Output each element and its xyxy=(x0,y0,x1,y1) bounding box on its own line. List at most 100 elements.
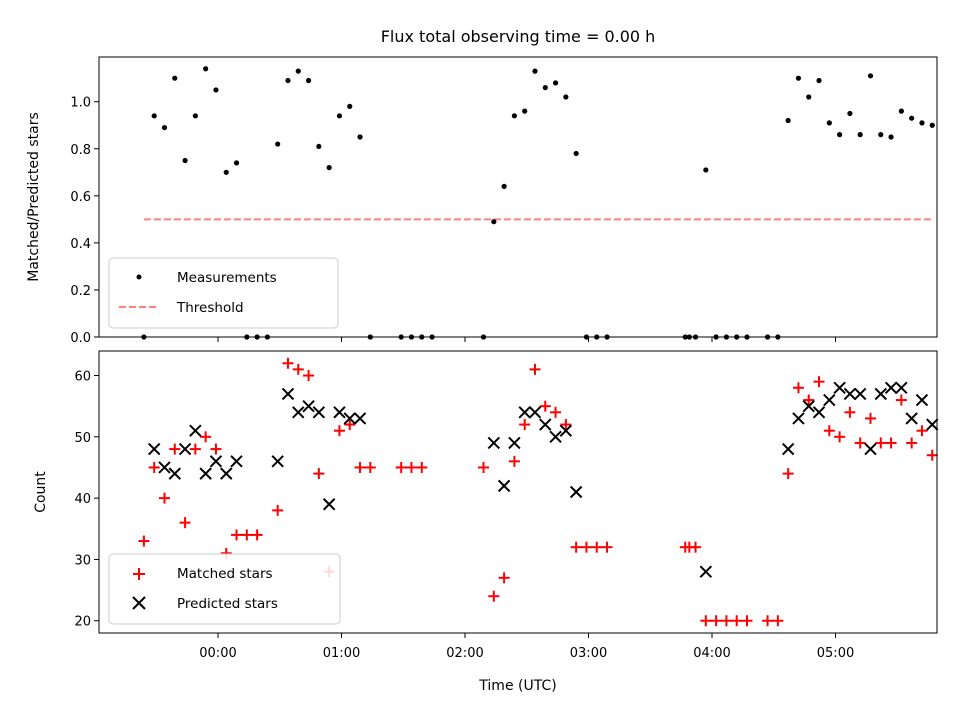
legend-matched-label: Matched stars xyxy=(177,566,273,582)
x-axis-label: Time (UTC) xyxy=(478,678,556,694)
measurement-point xyxy=(285,77,291,84)
x-stroke xyxy=(895,381,908,394)
legend-measurements-label: Measurements xyxy=(177,270,277,286)
count-legend-box xyxy=(108,553,341,625)
x-tick-label: 01:00 xyxy=(323,646,360,661)
measurement-point xyxy=(857,132,863,138)
y-tick-label: 0.0 xyxy=(70,331,91,346)
matched-star-point xyxy=(251,529,263,541)
matched-star-point xyxy=(478,461,490,473)
ratio-legend: Measurements Threshold xyxy=(108,257,339,329)
y-tick-label: 20 xyxy=(74,615,91,630)
ratio-plot-marks xyxy=(141,66,935,340)
predicted-star-point xyxy=(322,498,336,511)
x-stroke xyxy=(209,455,223,468)
matched-star-point xyxy=(570,541,582,553)
y-tick-label: 30 xyxy=(74,553,91,568)
x-stroke xyxy=(823,393,836,407)
measurement-point xyxy=(573,150,579,157)
x-stroke xyxy=(292,406,305,419)
measurement-point xyxy=(305,77,312,84)
predicted-star-point xyxy=(271,455,284,468)
x-stroke xyxy=(569,485,583,499)
x-stroke xyxy=(178,442,192,456)
y-tick-label: 1.0 xyxy=(70,96,91,111)
measurement-point xyxy=(795,75,802,81)
predicted-star-point xyxy=(926,418,939,431)
x-stroke xyxy=(915,393,929,407)
predicted-star-point xyxy=(168,467,181,480)
x-stroke xyxy=(905,412,918,425)
predicted-star-point xyxy=(281,387,295,401)
x-stroke xyxy=(549,430,562,444)
matched-star-point xyxy=(895,394,907,406)
count-y-axis-label: Count xyxy=(33,471,49,513)
predicted-star-point xyxy=(915,393,929,407)
matched-star-point xyxy=(416,461,428,473)
matched-star-point xyxy=(158,492,170,504)
x-tick-label: 03:00 xyxy=(570,646,607,661)
x-tick-label: 04:00 xyxy=(693,646,730,661)
matched-star-point xyxy=(179,517,191,529)
matched-star-point xyxy=(741,615,753,627)
matched-star-point xyxy=(710,615,722,627)
x-stroke xyxy=(926,418,939,431)
measurement-point xyxy=(182,157,188,164)
matched-star-point xyxy=(169,443,181,455)
legend-matched-marker xyxy=(133,568,145,580)
measurement-point xyxy=(501,183,507,190)
measurement-point xyxy=(213,87,219,93)
x-stroke xyxy=(874,387,887,401)
matched-star-point xyxy=(333,425,345,437)
x-stroke xyxy=(539,418,552,431)
x-stroke xyxy=(528,406,542,419)
predicted-star-point xyxy=(843,387,857,401)
matched-star-point xyxy=(916,425,928,437)
measurement-point xyxy=(347,103,353,110)
measurement-point xyxy=(867,73,874,79)
predicted-star-point xyxy=(189,424,202,437)
measurement-point xyxy=(172,75,178,81)
x-tick-label: 05:00 xyxy=(817,646,854,661)
x-stroke xyxy=(281,387,295,401)
matched-star-point xyxy=(344,419,356,431)
matched-star-point xyxy=(210,443,222,455)
matched-star-point xyxy=(498,572,510,584)
x-stroke xyxy=(833,381,846,394)
legend-measurements-marker xyxy=(136,274,142,280)
predicted-star-point xyxy=(884,381,898,394)
x-stroke xyxy=(220,467,233,480)
matched-star-point xyxy=(601,541,613,553)
matched-star-point xyxy=(834,431,846,443)
ratio-x-ticks xyxy=(217,337,836,342)
ratio-y-ticks: 0.0 0.2 0.4 0.6 0.8 1.0 xyxy=(70,96,99,346)
predicted-star-point xyxy=(230,455,243,468)
measurement-point xyxy=(837,132,843,138)
measurement-point xyxy=(816,77,822,84)
matched-star-point xyxy=(508,455,520,467)
x-stroke xyxy=(147,442,161,456)
x-stroke xyxy=(884,381,898,394)
measurement-point xyxy=(233,160,240,166)
predicted-star-point xyxy=(823,393,836,407)
matched-star-point xyxy=(313,468,325,480)
x-stroke xyxy=(312,406,326,419)
measurement-point xyxy=(826,120,832,126)
predicted-star-point xyxy=(508,436,521,450)
predicted-star-point xyxy=(158,461,171,474)
predicted-star-point xyxy=(312,406,326,419)
matched-star-point xyxy=(720,615,732,627)
y-tick-label: 0.2 xyxy=(70,284,91,299)
x-stroke xyxy=(333,406,346,419)
legend-predicted-label: Predicted stars xyxy=(177,596,278,612)
measurement-point xyxy=(223,169,229,175)
y-tick-label: 0.4 xyxy=(70,237,91,252)
count-y-ticks: 20 30 40 50 60 xyxy=(74,370,99,630)
matched-star-point xyxy=(189,443,201,455)
predicted-star-point xyxy=(528,406,542,419)
x-stroke xyxy=(158,461,171,474)
x-stroke xyxy=(812,406,826,419)
matched-star-point xyxy=(364,461,376,473)
matched-star-point xyxy=(803,394,815,406)
measurement-point xyxy=(919,120,925,126)
